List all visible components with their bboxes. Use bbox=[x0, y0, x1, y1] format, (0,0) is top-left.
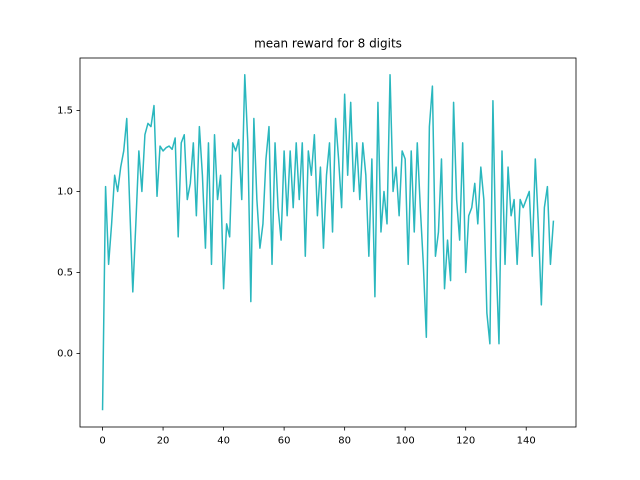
chart-title: mean reward for 8 digits bbox=[254, 37, 402, 51]
x-tick-label: 80 bbox=[338, 435, 351, 446]
x-tick-label: 0 bbox=[99, 435, 105, 446]
y-tick-label: 0.5 bbox=[57, 267, 73, 278]
x-tick-label: 40 bbox=[217, 435, 230, 446]
line-series bbox=[101, 74, 555, 411]
y-tick-label: 1.0 bbox=[57, 186, 73, 197]
x-tick-label: 20 bbox=[157, 435, 170, 446]
y-tick-label: 0.0 bbox=[57, 349, 73, 360]
y-tick-label: 1.5 bbox=[57, 105, 73, 116]
x-tick-label: 140 bbox=[517, 435, 536, 446]
plot-frame bbox=[79, 57, 577, 428]
x-tick-label: 120 bbox=[456, 435, 475, 446]
x-tick-label: 60 bbox=[278, 435, 291, 446]
x-tick-label: 100 bbox=[396, 435, 415, 446]
